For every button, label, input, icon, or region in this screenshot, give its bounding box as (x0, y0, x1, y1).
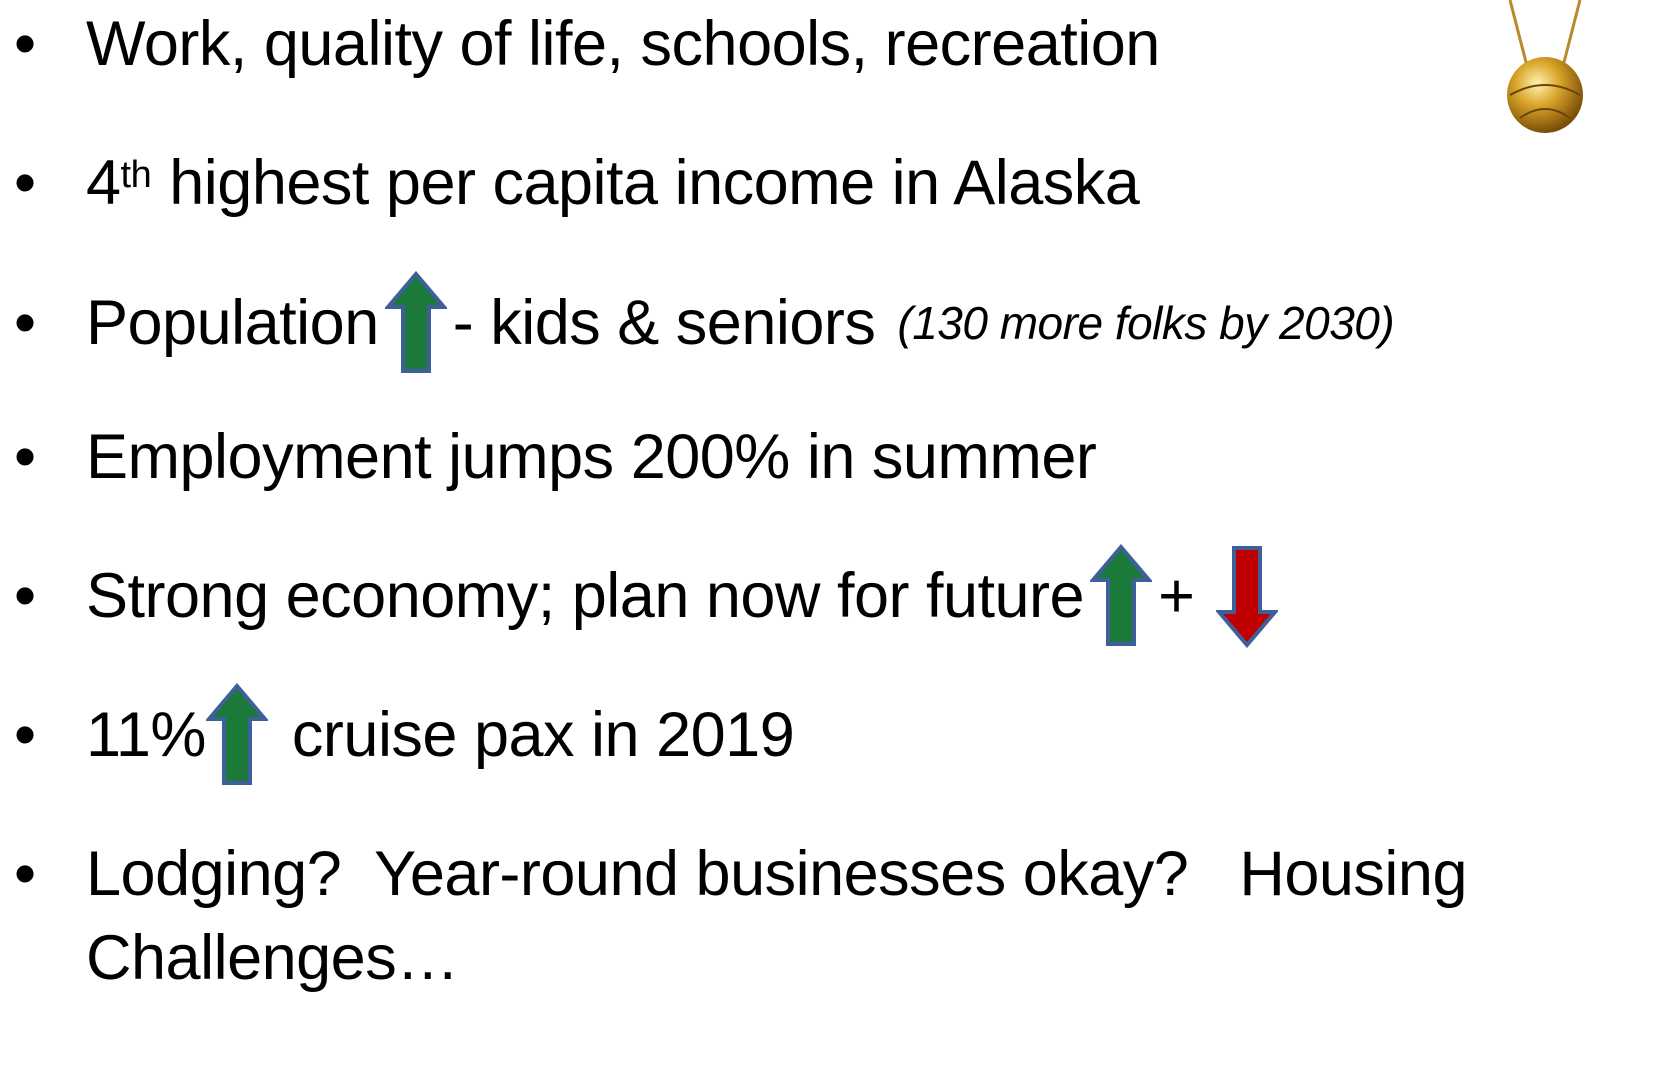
bullet-text: Work, quality of life, schools, recreati… (86, 4, 1160, 84)
bullet-line: Challenges… (0, 918, 68, 998)
bullet-text: highest per capita income in Alaska (169, 143, 1139, 223)
bullet-text: 4 (86, 143, 121, 223)
bullet-line: • 11% cruise pax in 2019 (0, 695, 68, 775)
up-arrow (385, 271, 447, 375)
bullet-text: cruise pax in 2019 (292, 695, 794, 775)
bullet-text: - kids & seniors (453, 283, 876, 363)
bullet-text: Population (86, 283, 379, 363)
bullet-text: Lodging? Year-round businesses okay? Hou… (86, 834, 1467, 914)
golden-snitch (1480, 0, 1600, 140)
bullet-note: (130 more folks by 2030) (897, 283, 1394, 363)
down-arrow (1216, 544, 1278, 648)
bullet-line: • Population - kids & seniors (130 more … (0, 283, 68, 363)
slide: • Work, quality of life, schools, recrea… (0, 0, 1671, 988)
bullet-text: 11% (86, 695, 206, 775)
up-arrow (1090, 544, 1152, 648)
bullet-line: • Strong economy; plan now for future + (0, 556, 68, 636)
bullet-line: • Employment jumps 200% in summer (0, 417, 68, 497)
bullet-line: • Work, quality of life, schools, recrea… (0, 4, 68, 84)
up-arrow (206, 683, 268, 787)
page: {"bullets": [ ["Work, quality of life, s… (0, 0, 1671, 988)
bullet-text: + (1158, 556, 1194, 636)
bullet-text: Strong economy; plan now for future (86, 556, 1084, 636)
bullet-line: • Lodging? Year-round businesses okay? H… (0, 834, 68, 914)
bullet-text: Employment jumps 200% in summer (86, 417, 1096, 497)
bullet-text: Challenges… (86, 918, 459, 998)
